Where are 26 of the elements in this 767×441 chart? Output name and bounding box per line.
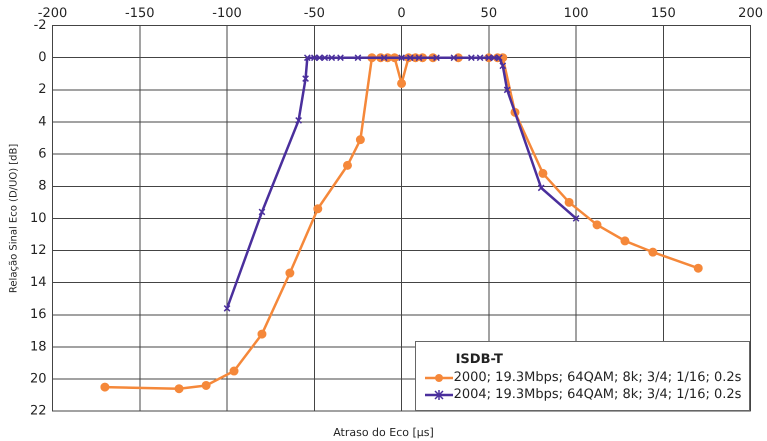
y-axis-title: Relação Sinal Eco (D/UO) [dB] [8, 144, 20, 294]
x-tick-label: 0 [397, 6, 406, 22]
y-tick-label: 20 [30, 371, 47, 386]
y-tick-label: 8 [38, 178, 47, 194]
x-tick-label: -50 [304, 6, 325, 22]
y-tick-label: 14 [30, 275, 47, 290]
legend-title: ISDB-T [456, 352, 504, 368]
y-tick-label: 16 [30, 307, 47, 322]
x-tick-label: 150 [650, 6, 676, 22]
y-tick-label: 22 [30, 404, 47, 419]
x-tick-label: -100 [212, 6, 242, 22]
legend-label: 2004; 19.3Mbps; 64QAM; 8k; 3/4; 1/16; 0.2s [454, 387, 742, 402]
y-tick-label: 2 [38, 82, 47, 98]
y-tick-label: 6 [38, 146, 47, 162]
y-tick-label: -2 [34, 18, 47, 33]
x-axis-title: Atraso do Eco [µs] [332, 426, 435, 439]
x-tick-label: 50 [480, 6, 498, 22]
y-tick-label: 12 [30, 242, 47, 258]
y-tick-label: 4 [38, 114, 47, 130]
x-tick-label: -150 [125, 6, 155, 22]
x-tick-label: 200 [738, 6, 764, 22]
x-tick-label: 100 [564, 6, 588, 22]
y-tick-label: 0 [38, 50, 47, 66]
legend-label: 2000; 19.3Mbps; 64QAM; 8k; 3/4; 1/16; 0.2s [454, 370, 742, 386]
y-tick-label: 10 [30, 210, 47, 226]
y-tick-label: 18 [30, 339, 47, 354]
